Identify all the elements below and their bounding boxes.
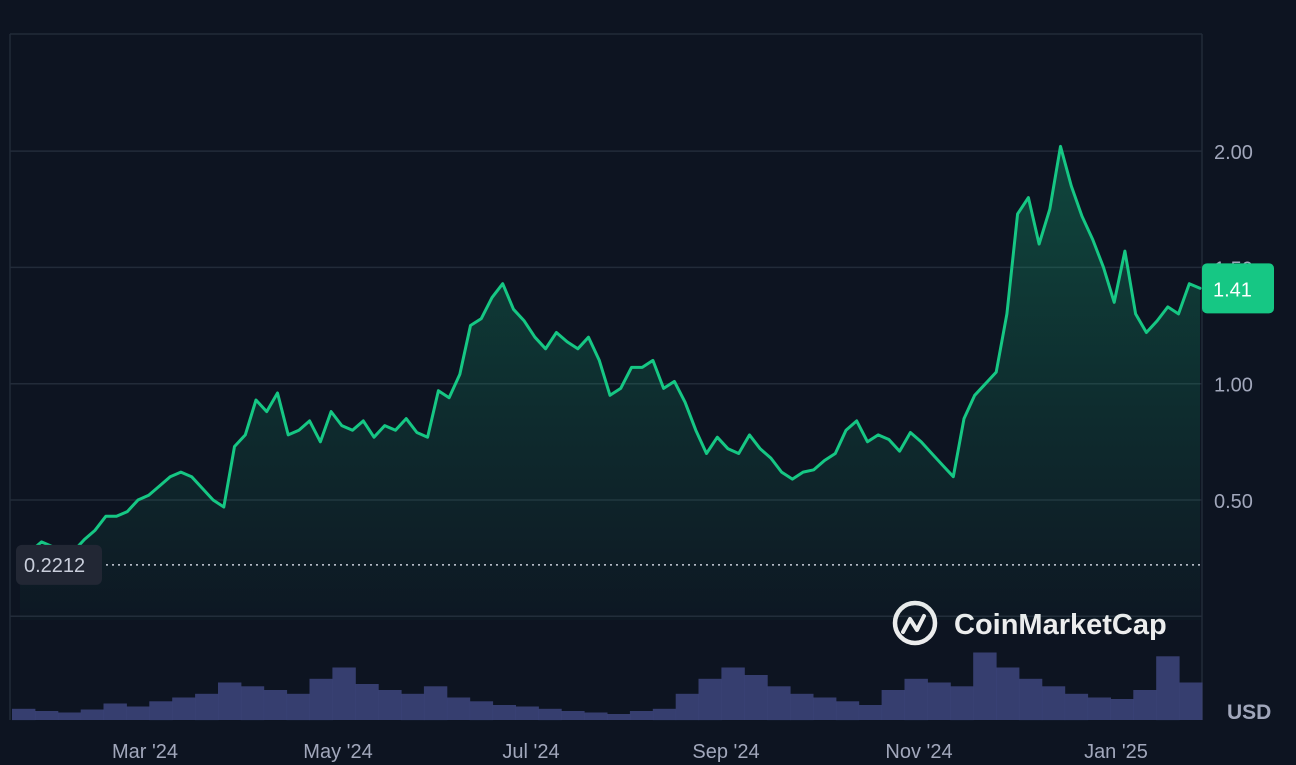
volume-bar <box>1041 686 1066 721</box>
volume-bar <box>423 686 448 721</box>
volume-bar <box>607 714 631 720</box>
x-tick-label: Jul '24 <box>502 741 559 763</box>
volume-bar <box>904 678 928 721</box>
y-tick-label: 1.00 <box>1214 375 1253 397</box>
volume-bar <box>309 678 333 721</box>
volume-bar <box>195 693 219 721</box>
volume-bar <box>652 708 677 721</box>
volume-bar <box>538 708 562 721</box>
x-tick-label: Nov '24 <box>885 741 952 763</box>
volume-bar <box>561 711 585 720</box>
x-tick-label: Mar '24 <box>112 741 178 763</box>
volume-bar <box>927 682 951 720</box>
volume-bar <box>218 682 242 720</box>
volume-bar <box>172 697 196 720</box>
x-tick-label: Jan '25 <box>1084 741 1148 763</box>
volume-bar <box>790 693 814 721</box>
volume-bar <box>80 709 105 720</box>
volume-bar <box>1064 693 1089 721</box>
volume-bar <box>1018 678 1043 721</box>
volume-bar <box>446 697 471 720</box>
volume-bar <box>767 686 791 721</box>
volume-bar <box>12 708 36 721</box>
x-axis-ticks: Mar '24 May '24 Jul '24 Sep '24 Nov '24 Jan '… <box>112 741 1148 763</box>
volume-bar <box>629 711 654 720</box>
y-tick-label: 2.00 <box>1214 142 1253 164</box>
plot-frame <box>9 33 1203 720</box>
volume-bar <box>996 667 1020 720</box>
volume-bar <box>34 711 59 720</box>
current-price-badge-background <box>1202 263 1274 314</box>
volume-bar <box>584 712 608 720</box>
volume-bar <box>103 703 127 720</box>
volume-bar <box>401 693 425 721</box>
volume-bar <box>492 705 516 720</box>
volume-bar <box>57 712 82 720</box>
current-price-badge: 1.41 <box>1202 263 1274 314</box>
volume-bar <box>1156 656 1180 721</box>
x-tick-label: May '24 <box>303 741 372 763</box>
volume-bar <box>355 684 379 720</box>
y-axis-ticks: 2.001.501.000.50 <box>1214 142 1253 513</box>
volume-bar <box>1133 690 1157 720</box>
start-price-badge-background <box>16 544 102 585</box>
volume-bar <box>698 678 722 721</box>
volume-bar <box>973 652 997 720</box>
price-line <box>18 144 1202 562</box>
volume-bar <box>675 693 700 721</box>
volume-bar <box>263 690 288 720</box>
volume-bar <box>378 690 402 720</box>
volume-bar <box>286 693 310 721</box>
volume-bar <box>721 667 745 720</box>
volume-bar <box>744 675 768 720</box>
volume-bar <box>881 690 905 720</box>
volume-bar <box>240 686 265 721</box>
volume-bars <box>12 652 1203 721</box>
volume-bar <box>1087 697 1111 720</box>
volume-bar <box>813 697 837 720</box>
volume-bar <box>515 706 539 720</box>
y-tick-label: 0.50 <box>1214 491 1253 513</box>
start-price-label: 0.2212 <box>24 555 85 577</box>
volume-bar <box>332 667 356 720</box>
start-price-badge: 0.2212 <box>16 544 102 585</box>
volume-bar <box>1110 699 1134 720</box>
x-tick-label: Sep '24 <box>692 741 759 763</box>
volume-bar <box>469 701 494 721</box>
volume-bar <box>1179 682 1203 720</box>
volume-bar <box>950 686 974 721</box>
volume-bar <box>126 706 150 720</box>
volume-bar <box>149 701 173 721</box>
volume-bar <box>858 705 883 720</box>
price-area <box>20 146 1200 620</box>
volume-bar <box>835 701 860 721</box>
currency-label: USD <box>1227 701 1271 724</box>
current-price-label: 1.41 <box>1213 279 1252 301</box>
